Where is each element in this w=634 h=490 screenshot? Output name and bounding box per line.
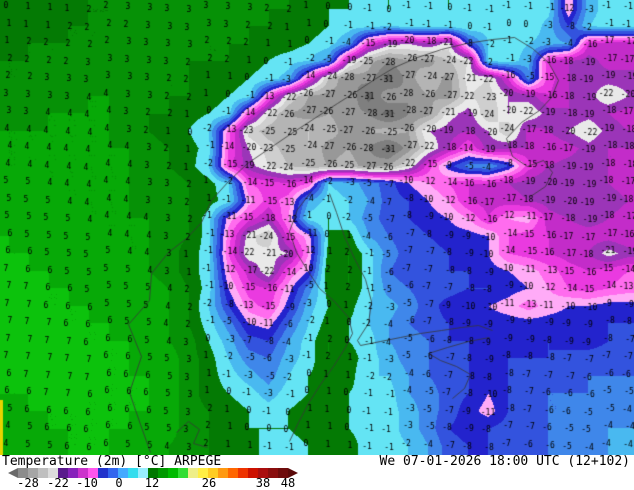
colorbar-segment — [288, 468, 298, 478]
colorbar-segment — [18, 468, 28, 478]
colorbar-segment — [198, 468, 208, 478]
temperature-colorbar — [8, 468, 298, 478]
colorbar-segment — [268, 468, 278, 478]
colorbar-segment — [248, 468, 258, 478]
colorbar-segment — [138, 468, 148, 478]
colorbar-segment — [258, 468, 268, 478]
colorbar-segment — [118, 468, 128, 478]
footer-bar: Temperature (2m) [°C] ARPEGE We 07-01-20… — [0, 455, 634, 490]
temperature-map — [0, 0, 634, 455]
colorbar-tick: 26 — [201, 476, 217, 490]
colorbar-segment — [78, 468, 88, 478]
colorbar-segment — [28, 468, 38, 478]
colorbar-segment — [48, 468, 58, 478]
colorbar-segment — [178, 468, 188, 478]
colorbar-segment — [88, 468, 98, 478]
colorbar-segment — [58, 468, 68, 478]
colorbar-segment — [148, 468, 158, 478]
colorbar-tick-labels: -28 -22 -10 0 12 26 38 48 — [0, 477, 634, 490]
colorbar-tick: -22 — [47, 476, 69, 490]
colorbar-tick: -28 — [17, 476, 39, 490]
colorbar-segment — [8, 468, 18, 478]
colorbar-segment — [218, 468, 228, 478]
colorbar-segment — [128, 468, 138, 478]
colorbar-segment — [168, 468, 178, 478]
colorbar-segment — [108, 468, 118, 478]
colorbar-segment — [238, 468, 248, 478]
colorbar-segment — [228, 468, 238, 478]
valid-time-label: We 07-01-2026 18:00 UTC (12+102) — [379, 454, 630, 469]
product-label: Temperature (2m) [°C] ARPEGE — [2, 454, 222, 469]
colorbar-segment — [278, 468, 288, 478]
colorbar-segment — [208, 468, 218, 478]
colorbar-tick: 12 — [144, 476, 160, 490]
colorbar-segment — [158, 468, 168, 478]
colorbar-segment — [98, 468, 108, 478]
colorbar-tick: 0 — [115, 476, 123, 490]
temperature-map-canvas — [0, 0, 634, 455]
colorbar-segment — [188, 468, 198, 478]
colorbar-segment — [38, 468, 48, 478]
colorbar-tick: 48 — [280, 476, 296, 490]
colorbar-tick: 38 — [255, 476, 271, 490]
colorbar-segment — [68, 468, 78, 478]
colorbar-tick: -10 — [76, 476, 98, 490]
